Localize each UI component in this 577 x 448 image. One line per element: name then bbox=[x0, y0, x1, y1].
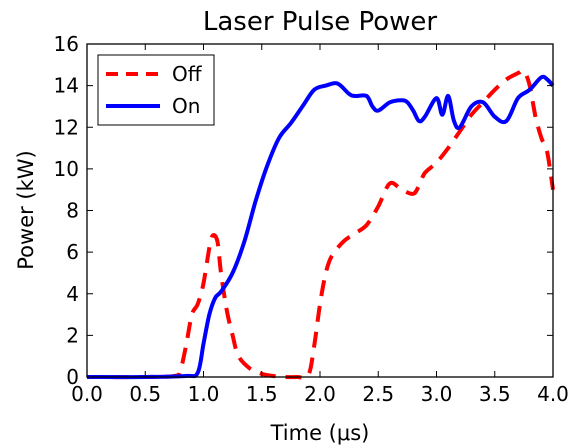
y-tick-label: 10 bbox=[54, 157, 79, 181]
y-axis: 0 2 4 6 8 10 12 14 16 bbox=[54, 32, 553, 389]
x-tick-label: 0.0 bbox=[71, 382, 103, 406]
x-axis: 0.0 0.5 1.0 1.5 2.0 2.5 3.0 3.5 4.0 bbox=[71, 44, 569, 406]
chart-title: Laser Pulse Power bbox=[203, 7, 438, 37]
x-tick-label: 4.0 bbox=[537, 382, 569, 406]
x-tick-label: 3.0 bbox=[421, 382, 453, 406]
y-tick-label: 4 bbox=[66, 282, 79, 306]
y-tick-label: 12 bbox=[54, 115, 79, 139]
y-tick-label: 6 bbox=[66, 240, 79, 264]
x-tick-label: 3.5 bbox=[479, 382, 511, 406]
y-tick-label: 16 bbox=[54, 32, 79, 56]
x-tick-label: 2.5 bbox=[362, 382, 394, 406]
y-tick-label: 0 bbox=[66, 365, 79, 389]
y-tick-label: 14 bbox=[54, 74, 79, 98]
legend-label-off: Off bbox=[172, 62, 203, 86]
series-layer bbox=[86, 68, 555, 380]
x-tick-label: 1.5 bbox=[246, 382, 278, 406]
legend-box bbox=[97, 54, 215, 126]
y-axis-label: Power (kW) bbox=[14, 150, 38, 269]
x-axis-label: Time (μs) bbox=[270, 421, 370, 445]
y-tick-label: 2 bbox=[66, 323, 79, 347]
y-tick-label: 8 bbox=[66, 199, 79, 223]
series-line-on bbox=[86, 74, 555, 380]
x-tick-label: 2.0 bbox=[304, 382, 336, 406]
series-line-off bbox=[86, 68, 555, 380]
legend-label-on: On bbox=[172, 94, 200, 118]
x-tick-label: 1.0 bbox=[188, 382, 220, 406]
x-tick-label: 0.5 bbox=[129, 382, 161, 406]
legend: Off On bbox=[97, 54, 215, 126]
